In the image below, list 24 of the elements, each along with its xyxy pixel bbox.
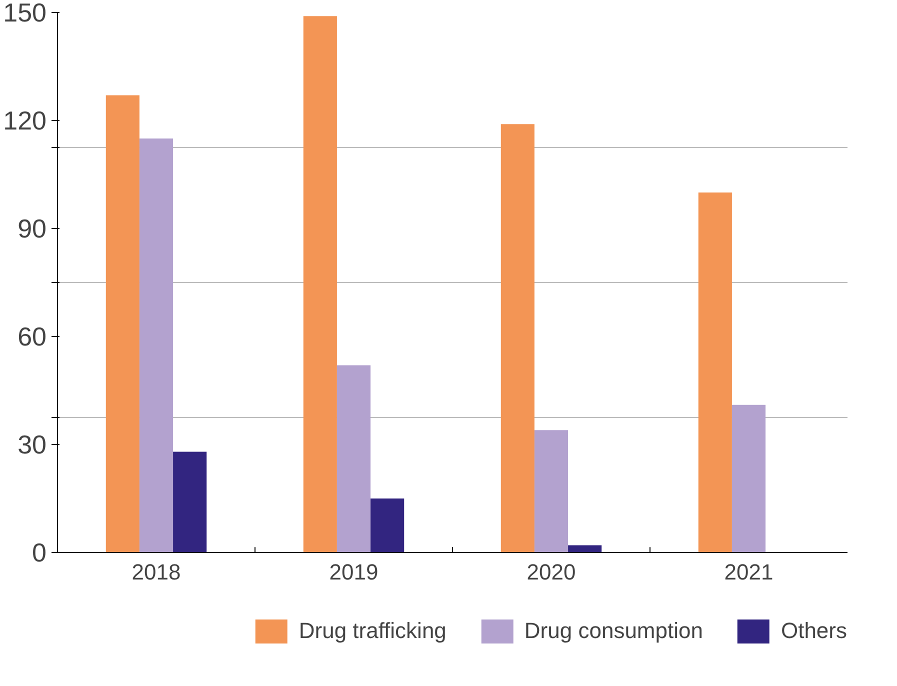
bar (698, 192, 732, 552)
y-tick-label: 30 (18, 430, 46, 460)
y-tick-label: 150 (3, 0, 47, 28)
y-tick-label: 120 (3, 106, 47, 136)
x-tick-label: 2020 (526, 560, 576, 584)
bar (336, 365, 371, 552)
legend-label: Drug trafficking (298, 617, 446, 645)
x-tick-label: 2021 (724, 560, 774, 584)
x-tick-label: 2018 (132, 560, 181, 584)
legend-label: Drug consumption (524, 617, 703, 645)
bar (106, 95, 140, 552)
bar (500, 124, 534, 552)
bar (732, 404, 766, 552)
bar (568, 545, 602, 552)
y-tick-label: 60 (18, 322, 46, 352)
legend-label: Others (780, 617, 847, 645)
bar (370, 498, 404, 552)
bar (139, 138, 174, 552)
bar (303, 16, 337, 552)
bar (173, 452, 207, 552)
bar (534, 430, 568, 552)
y-tick-label: 0 (32, 538, 47, 568)
x-tick-label: 2019 (329, 560, 378, 584)
y-tick-label: 90 (18, 214, 46, 244)
